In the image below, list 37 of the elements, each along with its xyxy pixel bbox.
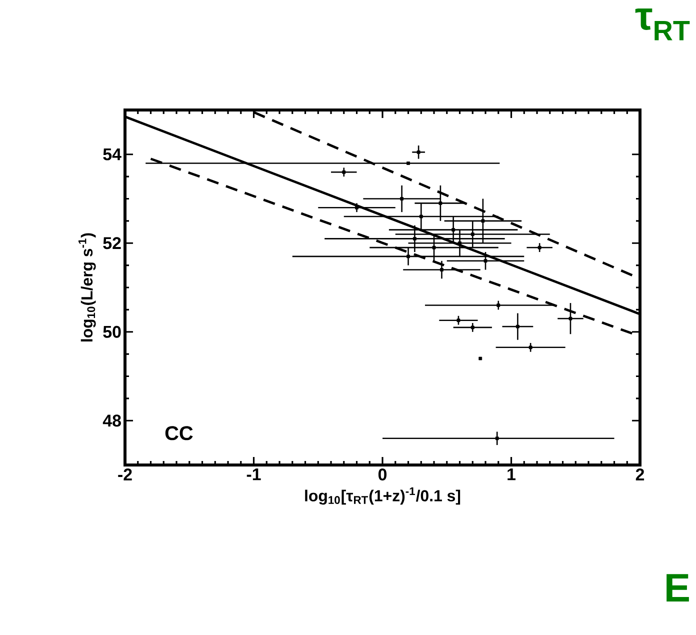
y-tick-label: 52 <box>103 237 121 250</box>
point <box>456 318 460 322</box>
point <box>440 268 444 272</box>
x-tick-label: 1 <box>508 468 516 480</box>
x-tick-label: -2 <box>118 468 132 480</box>
x-tick-label: 2 <box>636 468 644 480</box>
point <box>496 304 500 307</box>
point <box>355 206 358 210</box>
point <box>432 246 436 250</box>
point <box>528 346 532 350</box>
point <box>470 232 474 236</box>
y-axis-title: log$_{10}$(L/erg s$^{-1}$) <box>78 233 96 342</box>
y-tick-label: 48 <box>102 414 121 427</box>
point <box>516 324 520 328</box>
point <box>568 316 572 320</box>
point <box>416 150 420 154</box>
point <box>342 170 346 174</box>
point <box>419 214 423 218</box>
x-axis-title: log$_{10}$[τ$_{RT}$(1+z)$^{-1}$/0.1 s] <box>305 487 460 505</box>
point <box>538 246 542 250</box>
point <box>484 259 488 263</box>
point <box>470 326 474 330</box>
point <box>481 219 485 223</box>
y-tick-label: 50 <box>103 326 121 338</box>
x-tick-label: 0 <box>378 468 387 481</box>
annotation: CC <box>165 426 193 440</box>
point <box>400 197 404 200</box>
point <box>495 436 499 440</box>
point <box>438 201 442 205</box>
point <box>452 228 456 232</box>
point <box>406 254 410 258</box>
y-tick-label: 54 <box>103 148 122 160</box>
text: τ$_{RT}$ <box>635 8 690 40</box>
text: E <box>666 574 689 602</box>
point <box>458 241 462 245</box>
point <box>413 236 416 240</box>
x-tick-label: -1 <box>246 468 261 480</box>
